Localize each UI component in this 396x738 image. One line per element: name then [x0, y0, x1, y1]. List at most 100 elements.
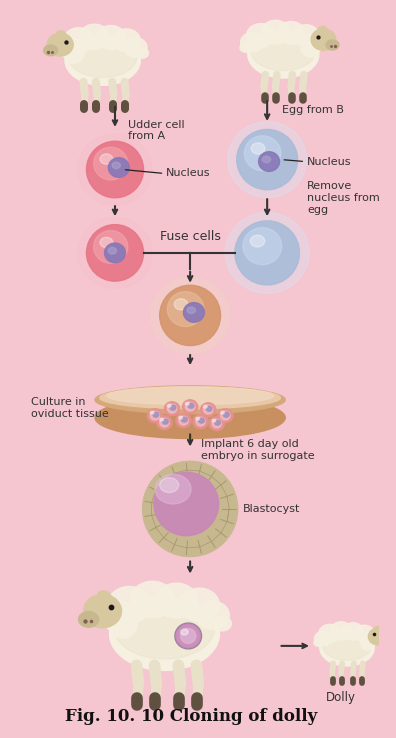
Ellipse shape: [176, 624, 201, 648]
Ellipse shape: [108, 587, 151, 623]
Ellipse shape: [314, 631, 332, 646]
Ellipse shape: [65, 35, 140, 86]
Ellipse shape: [259, 152, 280, 171]
Ellipse shape: [143, 461, 238, 556]
Ellipse shape: [95, 397, 285, 438]
Ellipse shape: [368, 628, 387, 645]
Ellipse shape: [174, 299, 188, 310]
Ellipse shape: [110, 598, 219, 670]
Ellipse shape: [318, 27, 327, 34]
Text: Remove
nucleus from
egg: Remove nucleus from egg: [307, 182, 380, 215]
Ellipse shape: [160, 477, 179, 492]
Ellipse shape: [181, 417, 187, 422]
Ellipse shape: [199, 418, 204, 423]
Ellipse shape: [150, 411, 154, 414]
Ellipse shape: [162, 419, 168, 424]
Text: Implant 6 day old
embryo in surrogate: Implant 6 day old embryo in surrogate: [201, 439, 314, 461]
Ellipse shape: [150, 411, 160, 420]
Ellipse shape: [154, 472, 219, 536]
Ellipse shape: [112, 162, 120, 168]
Ellipse shape: [212, 419, 216, 422]
Ellipse shape: [157, 415, 172, 430]
Ellipse shape: [193, 415, 208, 429]
Ellipse shape: [293, 24, 319, 46]
Ellipse shape: [131, 582, 174, 618]
Ellipse shape: [100, 154, 113, 165]
Ellipse shape: [380, 637, 390, 644]
Text: Blastocyst: Blastocyst: [242, 504, 300, 514]
Ellipse shape: [314, 639, 323, 646]
Ellipse shape: [179, 416, 183, 419]
Ellipse shape: [86, 141, 143, 198]
Ellipse shape: [196, 417, 200, 420]
Ellipse shape: [160, 418, 164, 421]
Ellipse shape: [99, 600, 135, 630]
Ellipse shape: [57, 31, 66, 38]
Ellipse shape: [201, 403, 216, 417]
Ellipse shape: [183, 303, 204, 323]
Ellipse shape: [322, 630, 372, 661]
Ellipse shape: [64, 28, 94, 53]
Ellipse shape: [225, 213, 309, 294]
Text: Culture in
oviduct tissue: Culture in oviduct tissue: [31, 397, 109, 418]
Ellipse shape: [188, 403, 194, 408]
Ellipse shape: [185, 402, 189, 405]
Text: Egg from B: Egg from B: [282, 105, 344, 115]
Ellipse shape: [107, 387, 273, 404]
Ellipse shape: [243, 227, 282, 265]
Ellipse shape: [213, 616, 231, 631]
Text: Fig. 10. 10 Cloning of dolly: Fig. 10. 10 Cloning of dolly: [65, 708, 317, 725]
Ellipse shape: [78, 612, 99, 627]
Ellipse shape: [79, 24, 109, 49]
Ellipse shape: [167, 292, 204, 326]
Ellipse shape: [78, 217, 152, 289]
Ellipse shape: [343, 623, 364, 640]
Ellipse shape: [93, 230, 128, 263]
Ellipse shape: [100, 237, 113, 248]
Ellipse shape: [278, 21, 305, 44]
Ellipse shape: [147, 409, 162, 423]
Ellipse shape: [360, 635, 375, 650]
Ellipse shape: [113, 29, 140, 52]
Ellipse shape: [237, 129, 297, 190]
Ellipse shape: [250, 235, 265, 247]
Ellipse shape: [196, 417, 206, 426]
Ellipse shape: [153, 412, 159, 417]
Ellipse shape: [240, 43, 251, 52]
Ellipse shape: [215, 420, 221, 425]
Ellipse shape: [185, 402, 195, 411]
Ellipse shape: [319, 624, 341, 643]
Ellipse shape: [241, 32, 264, 52]
Ellipse shape: [97, 26, 125, 49]
Ellipse shape: [195, 601, 229, 630]
Ellipse shape: [109, 158, 129, 177]
Ellipse shape: [108, 247, 116, 254]
Ellipse shape: [167, 404, 177, 413]
Ellipse shape: [181, 629, 188, 635]
Ellipse shape: [183, 400, 198, 414]
Ellipse shape: [69, 36, 137, 77]
Ellipse shape: [204, 405, 207, 408]
Ellipse shape: [212, 419, 221, 428]
Ellipse shape: [218, 409, 233, 423]
Ellipse shape: [181, 629, 196, 644]
Ellipse shape: [187, 307, 196, 314]
Ellipse shape: [108, 609, 137, 638]
Ellipse shape: [354, 625, 374, 642]
Ellipse shape: [326, 40, 339, 50]
Ellipse shape: [170, 405, 176, 410]
Ellipse shape: [136, 48, 148, 58]
Ellipse shape: [155, 475, 191, 504]
Ellipse shape: [248, 31, 319, 78]
Ellipse shape: [160, 285, 221, 345]
Text: Dolly: Dolly: [326, 691, 355, 703]
Ellipse shape: [93, 147, 128, 180]
Ellipse shape: [206, 406, 212, 411]
Ellipse shape: [64, 44, 84, 63]
Ellipse shape: [223, 412, 229, 417]
Ellipse shape: [98, 591, 111, 602]
Text: Nucleus: Nucleus: [307, 156, 352, 167]
Ellipse shape: [95, 386, 285, 414]
Ellipse shape: [114, 599, 214, 659]
Ellipse shape: [164, 401, 180, 415]
